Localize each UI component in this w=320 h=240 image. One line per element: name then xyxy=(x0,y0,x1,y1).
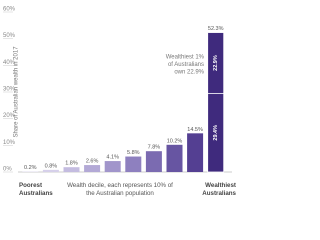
bar xyxy=(166,144,183,172)
y-tick-label: 30% xyxy=(3,87,16,93)
value-label: 52.3% xyxy=(208,26,224,32)
x-tick-label: Poorest Australians xyxy=(19,182,53,197)
annotation: Wealthiest 1% xyxy=(166,55,205,61)
value-label: 5.8% xyxy=(127,150,140,156)
y-tick-label: 0% xyxy=(3,167,12,173)
annotation: of Australians xyxy=(168,62,204,68)
x-axis-label: Wealth decile, each represents 10% of th… xyxy=(67,182,173,197)
value-label: 14.5% xyxy=(187,127,203,133)
x-tick-label: Wealthiest Australians xyxy=(202,182,236,197)
bar xyxy=(145,151,162,172)
annotation: own 22.9% xyxy=(174,70,204,76)
y-tick-label: 10% xyxy=(3,140,16,146)
segment-label: 22.9% xyxy=(213,55,219,71)
y-axis-label: Share of Australian wealth in 2017 xyxy=(14,46,20,138)
bar-segment xyxy=(207,32,225,94)
y-tick-label: 20% xyxy=(3,113,16,119)
value-label: 1.8% xyxy=(65,161,78,167)
value-label: 4.1% xyxy=(106,155,119,161)
value-label: 7.8% xyxy=(148,145,161,151)
bar xyxy=(42,169,59,172)
bar xyxy=(104,161,121,172)
bar xyxy=(63,167,80,172)
bar xyxy=(22,171,39,172)
y-tick-label: 40% xyxy=(3,60,16,66)
value-label: 0.2% xyxy=(24,165,37,171)
bar xyxy=(125,156,142,172)
value-label: 2.6% xyxy=(86,159,99,165)
bar xyxy=(84,165,101,172)
chart-container: Share of Australian wealth in 2017 0% 10%… xyxy=(3,7,236,197)
bar xyxy=(187,133,204,172)
segment-label: 29.4% xyxy=(213,125,219,141)
value-label: 10.2% xyxy=(167,138,183,144)
y-tick-label: 60% xyxy=(3,7,16,13)
value-label: 0.8% xyxy=(45,163,58,169)
chart: Share of Australian wealth in 2017 0% 10%… xyxy=(3,7,232,173)
y-tick-label: 50% xyxy=(3,33,16,39)
